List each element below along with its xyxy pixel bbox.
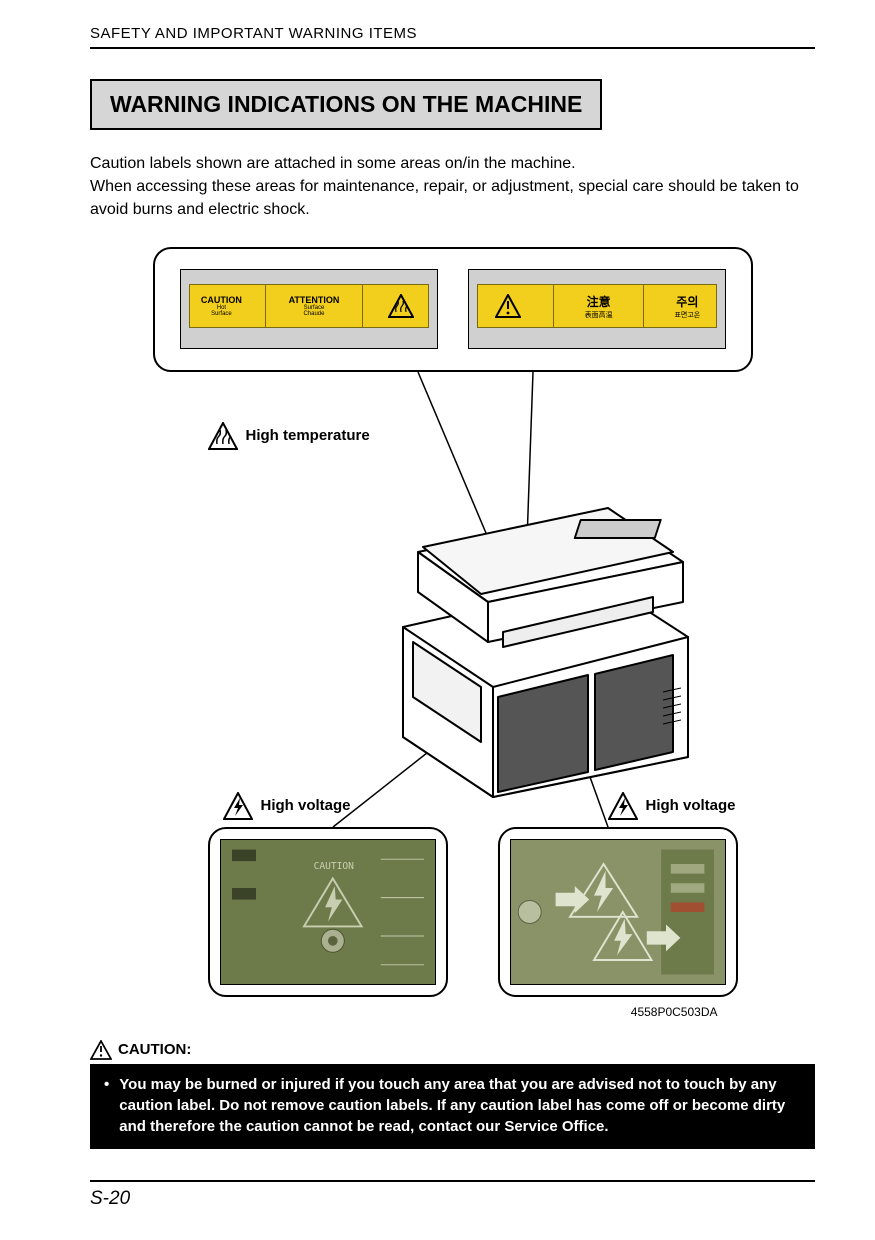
yellow-label-cjk: 注意 表面高温 주의 표면고온 xyxy=(477,284,717,328)
warning-triangle-icon xyxy=(90,1040,112,1060)
caution-label-photo-en: CAUTION Hot Surface ATTENTION Surface Ch… xyxy=(180,269,438,349)
callout-high-temperature: High temperature xyxy=(208,422,370,450)
intro-text: Caution labels shown are attached in som… xyxy=(90,152,815,222)
caution-body-text: You may be burned or injured if you touc… xyxy=(119,1074,801,1137)
lightning-icon xyxy=(608,792,638,820)
page-footer: S-20 xyxy=(90,1180,815,1210)
printer-illustration xyxy=(363,482,703,802)
section-title: WARNING INDICATIONS ON THE MACHINE xyxy=(90,79,602,130)
pcb-photo-right xyxy=(498,827,738,997)
bullet-icon: • xyxy=(104,1074,109,1137)
figure-reference-code: 4558P0C503DA xyxy=(631,1005,718,1019)
top-label-panel: CAUTION Hot Surface ATTENTION Surface Ch… xyxy=(153,247,753,372)
caution-body-box: • You may be burned or injured if you to… xyxy=(90,1064,815,1149)
yellow-label-en: CAUTION Hot Surface ATTENTION Surface Ch… xyxy=(189,284,429,328)
callout-label: High voltage xyxy=(261,797,351,814)
caution-heading: CAUTION: xyxy=(90,1040,815,1060)
pcb-photo-left: CAUTION xyxy=(208,827,448,997)
svg-text:CAUTION: CAUTION xyxy=(313,860,354,871)
lightning-icon xyxy=(223,792,253,820)
heat-wave-icon xyxy=(386,292,416,320)
page-header: SAFETY AND IMPORTANT WARNING ITEMS xyxy=(90,25,815,49)
callout-label: High temperature xyxy=(246,427,370,444)
diagram: CAUTION Hot Surface ATTENTION Surface Ch… xyxy=(153,247,753,1022)
callout-high-voltage-right: High voltage xyxy=(608,792,736,820)
heat-wave-icon xyxy=(208,422,238,450)
page-number: S-20 xyxy=(90,1188,130,1209)
caution-heading-label: CAUTION: xyxy=(118,1041,191,1058)
callout-label: High voltage xyxy=(646,797,736,814)
caution-label-photo-cjk: 注意 表面高温 주의 표면고온 xyxy=(468,269,726,349)
warning-triangle-icon xyxy=(493,292,523,320)
callout-high-voltage-left: High voltage xyxy=(223,792,351,820)
